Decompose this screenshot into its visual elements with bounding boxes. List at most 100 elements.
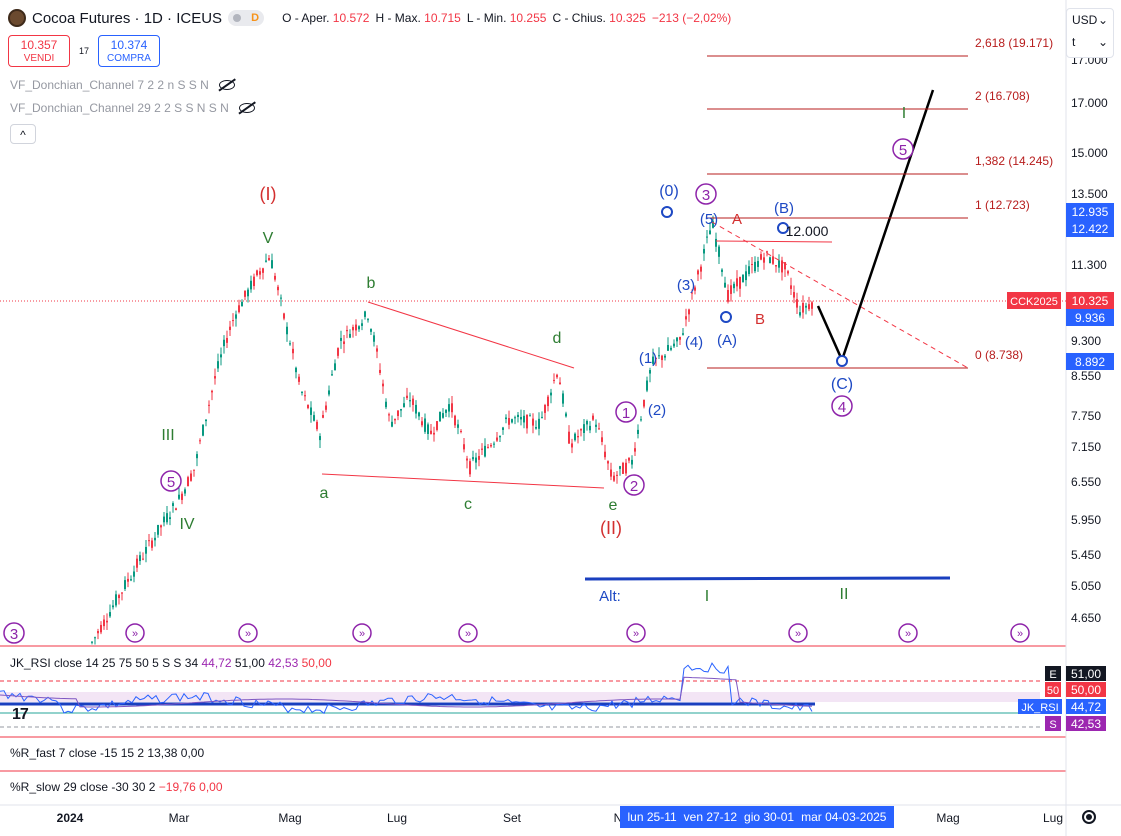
- forward-arrow-glyph: »: [132, 628, 138, 640]
- candle-body: [598, 428, 600, 430]
- date-range-box[interactable]: lun 25-11 ven 27-12 gio 30-01 mar 04-03-…: [620, 806, 894, 828]
- candle-body: [214, 376, 216, 379]
- candle-body: [730, 285, 732, 294]
- candle-body: [334, 363, 336, 371]
- price-axis-ticks: 17.000 15.000 13.500 11.300 9.300 8.550 7.750 7…: [1071, 53, 1108, 625]
- forward-arrow-glyph: »: [465, 628, 471, 640]
- rsi-axis-tag: [1045, 666, 1061, 681]
- candle-body: [460, 430, 462, 432]
- candle-body: [526, 414, 528, 429]
- candle-body: [328, 390, 330, 395]
- candle-body: [382, 383, 384, 387]
- indicator-donchian-2[interactable]: VF_Donchian_Channel 29 2 2 S S N S N: [10, 101, 255, 115]
- candle-body: [175, 508, 177, 511]
- candle-body: [340, 337, 342, 341]
- candle-body: [799, 312, 801, 316]
- forward-arrow-icon[interactable]: [352, 623, 372, 643]
- rsi-legend[interactable]: JK_RSI close 14 25 75 50 5 S S 34 44,72 …: [10, 656, 332, 670]
- candle-body: [655, 357, 657, 359]
- rsi-value-3: 42,53: [268, 656, 299, 670]
- candle-body: [190, 473, 192, 481]
- rsi-signal-line: [0, 676, 813, 708]
- candle-body: [538, 418, 540, 429]
- forward-arrow-icon[interactable]: [125, 623, 145, 643]
- currency-selector[interactable]: USD ⌄ t ⌄: [1066, 8, 1114, 58]
- gear-icon[interactable]: [1082, 810, 1096, 824]
- wave-circled-label: 5: [167, 474, 175, 491]
- forward-arrow-icon[interactable]: [788, 623, 808, 643]
- candle-body: [169, 517, 171, 520]
- wave-label: d: [553, 330, 562, 347]
- price-tag: [1066, 203, 1114, 220]
- candle-body: [505, 417, 507, 420]
- candle-body: [127, 578, 129, 582]
- candle-body: [226, 337, 228, 343]
- forward-arrow-glyph: »: [359, 628, 365, 640]
- collapse-indicators-button[interactable]: ^: [10, 124, 36, 144]
- candle-body: [400, 409, 402, 411]
- wave-label: (4): [685, 334, 703, 351]
- candle-body: [760, 254, 762, 260]
- rsi-axis-labels: E 51,00 50 50,00 JK_RSI 44,72 S 42,53: [1018, 666, 1106, 731]
- candle-body: [784, 262, 786, 270]
- candle-body: [142, 558, 144, 560]
- spread-value: 17: [79, 46, 90, 56]
- candles-group: [91, 215, 813, 645]
- wave-label: (3): [677, 277, 695, 294]
- rsi-axis-tag-label: JK_RSI: [1021, 702, 1058, 714]
- candle-body: [232, 320, 234, 322]
- candle-body: [412, 398, 414, 405]
- sell-button[interactable]: 10.357 VENDI: [8, 35, 70, 67]
- candle-body: [346, 329, 348, 332]
- rslow-legend[interactable]: %R_slow 29 close -30 30 2 −19,76 0,00: [10, 780, 223, 794]
- indicator-donchian-1[interactable]: VF_Donchian_Channel 7 2 2 n S S N: [10, 78, 235, 92]
- candle-body: [697, 270, 699, 275]
- fibonacci-levels: 2,618 (19.171) 2 (16.708) 1,382 (14.245) 1 …: [707, 36, 1053, 369]
- rfast-legend[interactable]: %R_fast 7 close -15 15 2 13,38 0,00: [10, 746, 204, 760]
- candle-body: [274, 275, 276, 280]
- price-tick-label: 11.300: [1071, 258, 1107, 272]
- status-dot-icon: [233, 14, 242, 22]
- chart-header: Cocoa Futures · 1D · ICEUS D O - Aper. 1…: [8, 8, 737, 28]
- forward-arrow-icon[interactable]: [458, 623, 478, 643]
- wave-label: II: [840, 586, 849, 603]
- candle-body: [307, 404, 309, 409]
- candle-body: [385, 401, 387, 408]
- candle-body: [649, 370, 651, 374]
- candle-body: [745, 271, 747, 281]
- candle-body: [523, 415, 525, 423]
- eye-hidden-icon[interactable]: [238, 103, 255, 113]
- status-pill[interactable]: D: [228, 10, 265, 26]
- candle-body: [376, 348, 378, 352]
- candle-body: [652, 356, 654, 364]
- candle-body: [508, 418, 510, 425]
- fib-level-label: 1,382 (14.245): [975, 154, 1053, 168]
- price-tick-label: 7.750: [1071, 409, 1101, 423]
- ohlc-values: O - Aper. 10.572 H - Max. 10.715 L - Min. …: [282, 11, 737, 25]
- candle-body: [541, 416, 543, 418]
- candle-body: [430, 430, 432, 434]
- forward-arrow-icon[interactable]: [238, 623, 258, 643]
- symbol-title[interactable]: Cocoa Futures · 1D · ICEUS: [32, 9, 223, 27]
- candle-body: [610, 469, 612, 477]
- candle-body: [352, 326, 354, 331]
- price-axis-labels: 12.935 12.422 CCK2025 10.325 9.936 8.892: [1007, 203, 1114, 370]
- time-tick-label: 2024: [57, 811, 84, 825]
- forward-arrow-icon[interactable]: [626, 623, 646, 643]
- candle-body: [391, 421, 393, 427]
- forward-arrow-icon[interactable]: [1010, 623, 1030, 643]
- candle-body: [592, 415, 594, 420]
- candle-body: [751, 263, 753, 265]
- buy-button[interactable]: 10.374 COMPRA: [98, 35, 160, 67]
- date-label: gio 30-01: [744, 810, 795, 824]
- ohlc-item: L - Min. 10.255: [466, 11, 547, 25]
- forward-arrow-icon[interactable]: [898, 623, 918, 643]
- wave-label: (1): [639, 350, 657, 367]
- candle-body: [166, 513, 168, 523]
- wave-label: V: [263, 230, 274, 247]
- candle-body: [331, 374, 333, 376]
- indicator-name: VF_Donchian_Channel 7 2 2 n S S N: [10, 78, 209, 92]
- eye-hidden-icon[interactable]: [218, 80, 235, 90]
- candle-body: [313, 415, 315, 421]
